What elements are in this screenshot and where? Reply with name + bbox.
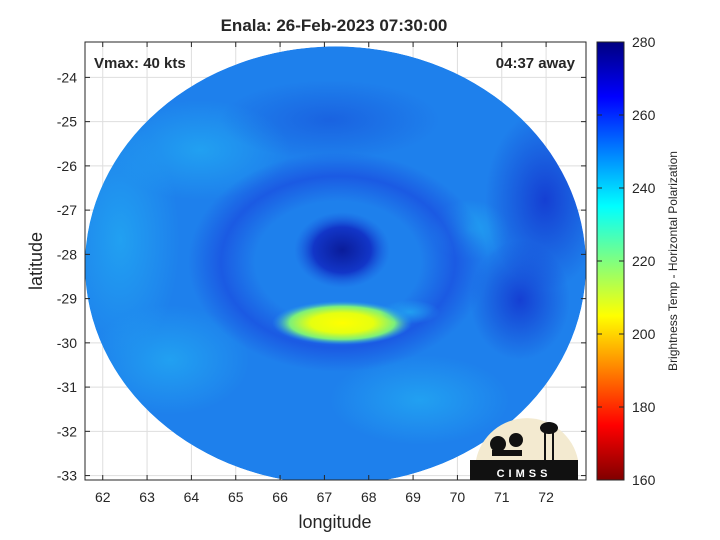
x-tick-label: 66 <box>272 489 288 505</box>
y-tick-label: -25 <box>57 114 77 130</box>
y-tick-label: -27 <box>57 202 77 218</box>
colorbar: 160 180 200 220 240 260 280 Brightness Temp - … <box>596 34 680 488</box>
plot-area: 62 63 64 65 66 67 68 69 70 71 72 -24-25-26-27-28-2… <box>57 41 587 505</box>
cimss-logo: CIMSS <box>470 418 578 480</box>
y-tick-label: -24 <box>57 69 77 85</box>
x-tick-label: 71 <box>494 489 510 505</box>
y-tick-label: -29 <box>57 291 77 307</box>
colorbar-tick-label: 280 <box>632 34 656 50</box>
x-axis-label: longitude <box>298 512 371 532</box>
time-away-label: 04:37 away <box>496 55 576 72</box>
colorbar-ticks: 160 180 200 220 240 260 280 <box>597 34 656 488</box>
logo-text: CIMSS <box>497 468 552 480</box>
x-tick-label: 65 <box>228 489 244 505</box>
y-tick-label: -31 <box>57 379 77 395</box>
warm-rainband <box>272 300 413 345</box>
colorbar-tick-label: 220 <box>632 253 656 269</box>
x-tick-label: 64 <box>184 489 200 505</box>
rainband-tail <box>380 300 440 324</box>
x-tick-label: 70 <box>450 489 466 505</box>
colorbar-tick-label: 200 <box>632 326 656 342</box>
y-tick-label: -33 <box>57 468 77 484</box>
colorbar-tick-label: 160 <box>632 472 656 488</box>
y-tick-label: -26 <box>57 158 77 174</box>
storm-eye <box>294 211 391 288</box>
x-axis-ticks: 62 63 64 65 66 67 68 69 70 71 72 <box>95 42 554 505</box>
chart-title: Enala: 26-Feb-2023 07:30:00 <box>221 16 448 35</box>
colorbar-tick-label: 180 <box>632 399 656 415</box>
y-axis-label: latitude <box>26 232 46 290</box>
y-axis-ticks: -24 -25 -26 -27 -28 -29 -30 -31 -32 -33 <box>57 69 586 484</box>
x-tick-label: 69 <box>405 489 421 505</box>
x-tick-label: 63 <box>139 489 155 505</box>
x-tick-label: 72 <box>538 489 554 505</box>
y-tick-label: -32 <box>57 423 77 439</box>
vmax-label: Vmax: 40 kts <box>94 55 186 72</box>
x-tick-label: 68 <box>361 489 377 505</box>
y-tick-label: -30 <box>57 335 77 351</box>
x-tick-label: 62 <box>95 489 111 505</box>
colorbar-tick-label: 240 <box>632 180 656 196</box>
plot-frame <box>84 41 587 481</box>
colorbar-tick-label: 260 <box>632 107 656 123</box>
y-tick-label: -28 <box>57 246 77 262</box>
x-tick-label: 67 <box>317 489 333 505</box>
colorbar-label: Brightness Temp - Horizontal Polarizatio… <box>666 151 680 371</box>
